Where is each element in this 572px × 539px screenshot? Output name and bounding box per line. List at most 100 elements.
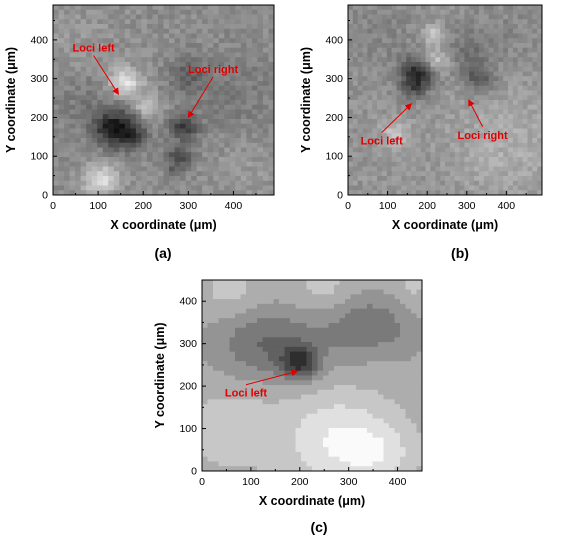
heatmap-cell: [130, 90, 137, 96]
heatmap-cell: [246, 5, 253, 11]
heatmap-cell: [229, 104, 236, 111]
heatmap-cell: [235, 109, 242, 115]
heatmap-cell: [372, 313, 379, 319]
heatmap-cell: [284, 380, 291, 386]
heatmap-cell: [357, 123, 364, 130]
heatmap-cell: [257, 442, 264, 448]
heatmap-cell: [152, 57, 159, 63]
heatmap-cell: [295, 365, 302, 372]
heatmap-cell: [207, 185, 214, 191]
heatmap-cell: [381, 5, 388, 11]
heatmap-cell: [474, 138, 480, 144]
heatmap-cell: [400, 375, 407, 381]
heatmap-cell: [295, 413, 302, 420]
heatmap-cell: [411, 389, 418, 396]
heatmap-cell: [152, 157, 159, 163]
heatmap-cell: [401, 33, 407, 39]
heatmap-cell: [119, 152, 126, 158]
heatmap-cell: [130, 185, 137, 191]
heatmap-cell: [339, 413, 346, 420]
heatmap-cell: [58, 52, 65, 58]
heatmap-cell: [279, 342, 286, 348]
heatmap-cell: [80, 157, 87, 163]
heatmap-cell: [185, 157, 192, 163]
heatmap-cell: [207, 313, 214, 319]
heatmap-cell: [152, 33, 159, 39]
heatmap-cell: [356, 404, 363, 410]
heatmap-cell: [469, 14, 475, 20]
heatmap-cell: [312, 342, 319, 348]
heatmap-cell: [312, 418, 319, 424]
heatmap-cell: [503, 119, 509, 125]
heatmap-cell: [396, 62, 402, 68]
heatmap-cell: [517, 114, 524, 120]
heatmap-cell: [449, 123, 456, 130]
heatmap-cell: [488, 166, 495, 172]
heatmap-cell: [488, 5, 495, 11]
heatmap-cell: [213, 456, 220, 463]
heatmap-cell: [218, 318, 225, 324]
heatmap-cell: [119, 123, 126, 130]
heatmap-cell: [345, 385, 352, 391]
heatmap-cell: [196, 176, 203, 182]
heatmap-cell: [411, 299, 418, 305]
heatmap-cell: [180, 47, 187, 54]
heatmap-cell: [334, 432, 341, 439]
heatmap-cell: [445, 138, 451, 144]
heatmap-cell: [224, 133, 231, 139]
heatmap-cell: [306, 327, 313, 334]
heatmap-cell: [449, 100, 456, 106]
heatmap-cell: [273, 451, 280, 458]
heatmap-cell: [435, 161, 441, 168]
x-tick-label: 0: [345, 200, 351, 212]
heatmap-cell: [389, 313, 396, 319]
heatmap-cell: [235, 322, 242, 329]
heatmap-cell: [449, 47, 456, 54]
heatmap-cell: [411, 404, 418, 410]
heatmap-cell: [381, 128, 388, 134]
heatmap-cell: [406, 161, 412, 168]
heatmap-cell: [394, 284, 401, 291]
heatmap-cell: [251, 24, 259, 30]
heatmap-cell: [498, 66, 504, 73]
heatmap-cell: [411, 432, 418, 439]
heatmap-cell: [284, 318, 291, 324]
heatmap-cell: [135, 76, 143, 82]
heatmap-cell: [86, 128, 93, 134]
heatmap-cell: [493, 43, 499, 49]
heatmap-cell: [416, 418, 422, 424]
heatmap-cell: [124, 9, 131, 16]
heatmap-cell: [257, 375, 264, 381]
heatmap-cell: [478, 152, 485, 158]
heatmap-cell: [391, 76, 398, 82]
heatmap-cell: [146, 171, 154, 177]
heatmap-cell: [367, 123, 373, 130]
heatmap-cell: [312, 284, 319, 291]
heatmap-cell: [213, 313, 220, 319]
heatmap-cell: [498, 119, 504, 125]
heatmap-cell: [262, 456, 269, 463]
heatmap-cell: [352, 185, 359, 191]
heatmap-cell: [483, 109, 490, 115]
heatmap-cell: [273, 437, 280, 443]
heatmap-cell: [508, 138, 514, 144]
heatmap-cell: [367, 128, 373, 134]
heatmap-cell: [334, 442, 341, 448]
heatmap-cell: [464, 28, 470, 35]
heatmap-cell: [312, 313, 319, 319]
heatmap-cell: [323, 442, 330, 448]
heatmap-cell: [488, 104, 495, 111]
heatmap-cell: [102, 9, 109, 16]
heatmap-cell: [202, 71, 209, 77]
heatmap-cell: [377, 9, 383, 16]
heatmap-cell: [146, 76, 154, 82]
heatmap-cell: [80, 171, 87, 177]
heatmap-cell: [445, 147, 451, 153]
heatmap-cell: [229, 413, 236, 420]
heatmap-cell: [124, 157, 131, 163]
heatmap-cell: [207, 456, 214, 463]
heatmap-cell: [459, 52, 465, 58]
heatmap-cell: [108, 43, 115, 49]
heatmap-cell: [323, 313, 330, 319]
heatmap-cell: [377, 176, 383, 182]
